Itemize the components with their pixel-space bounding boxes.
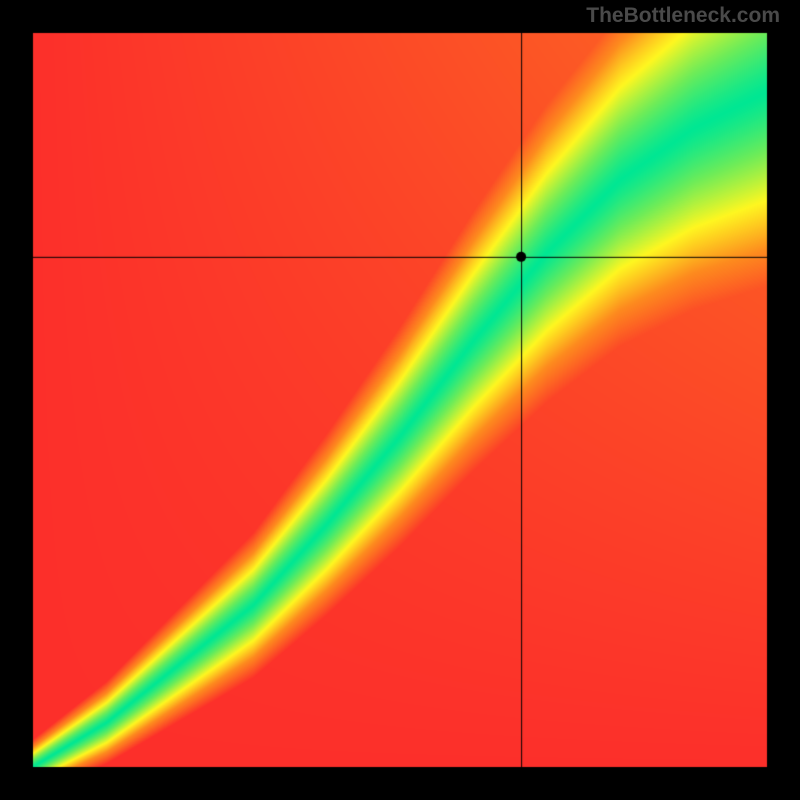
bottleneck-heatmap (0, 0, 800, 800)
watermark-text: TheBottleneck.com (586, 4, 780, 28)
